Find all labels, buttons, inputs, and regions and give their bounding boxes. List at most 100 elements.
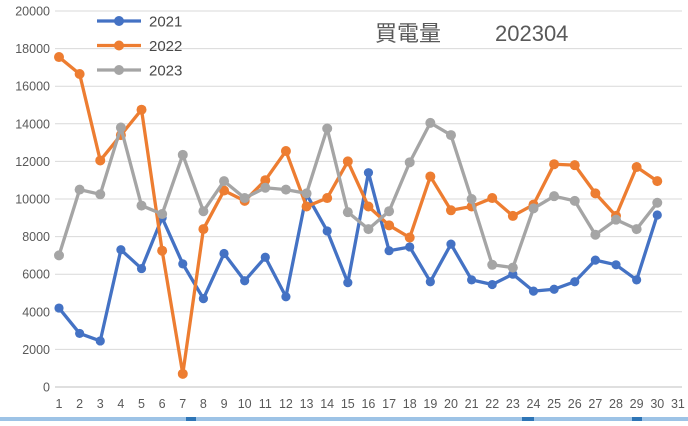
x-tick-label: 10 xyxy=(238,397,252,411)
data-point-marker-2021 xyxy=(590,255,600,265)
data-point-marker-2023 xyxy=(136,200,147,211)
series-layer xyxy=(54,52,663,379)
x-tick-label: 14 xyxy=(320,397,334,411)
data-point-marker-2023 xyxy=(342,207,353,218)
y-tick-label: 14000 xyxy=(15,117,50,131)
data-point-marker-2023 xyxy=(466,194,477,204)
data-point-marker-2021 xyxy=(467,275,477,285)
legend-item-label: 2021 xyxy=(149,14,182,31)
data-point-marker-2021 xyxy=(136,263,147,274)
data-point-marker-2022 xyxy=(177,368,188,379)
x-tick-label: 21 xyxy=(465,397,479,411)
data-point-marker-2023 xyxy=(487,259,498,270)
y-tick-label: 4000 xyxy=(22,305,50,319)
legend-marker-icon xyxy=(114,65,124,75)
chart-title-cn: 買電量 xyxy=(375,21,441,46)
data-point-marker-2022 xyxy=(95,155,106,166)
y-tick-label: 12000 xyxy=(15,155,50,169)
x-tick-label: 28 xyxy=(609,397,623,411)
data-point-marker-2021 xyxy=(75,328,85,339)
x-tick-label: 27 xyxy=(588,397,602,411)
x-tick-label: 2 xyxy=(76,397,83,411)
x-tick-label: 15 xyxy=(341,397,355,411)
x-tick-label: 5 xyxy=(138,397,145,411)
data-point-marker-2021 xyxy=(405,242,415,252)
x-tick-label: 24 xyxy=(527,397,541,411)
data-point-marker-2023 xyxy=(95,189,106,200)
x-tick-label: 11 xyxy=(259,397,272,411)
data-point-marker-2022 xyxy=(363,201,374,212)
data-point-marker-2023 xyxy=(445,130,456,141)
data-point-marker-2023 xyxy=(157,209,168,220)
x-tick-label: 4 xyxy=(117,397,124,411)
data-point-marker-2022 xyxy=(425,171,436,182)
legend-item-label: 2022 xyxy=(149,38,182,55)
x-tick-label: 19 xyxy=(423,397,437,411)
data-point-marker-2023 xyxy=(363,224,374,235)
data-point-marker-2022 xyxy=(487,193,498,204)
data-point-marker-2021 xyxy=(570,277,580,287)
data-point-marker-2022 xyxy=(549,159,560,170)
data-point-marker-2021 xyxy=(425,277,435,287)
data-point-marker-2021 xyxy=(652,210,662,220)
legend-marker-icon xyxy=(114,40,124,51)
x-tick-label: 7 xyxy=(179,397,186,411)
y-tick-label: 20000 xyxy=(15,5,50,19)
y-tick-label: 10000 xyxy=(15,193,50,207)
y-tick-label: 0 xyxy=(43,381,50,395)
data-point-marker-2021 xyxy=(632,275,642,285)
data-point-marker-2023 xyxy=(590,229,601,240)
x-tick-label: 1 xyxy=(56,397,63,411)
data-point-marker-2023 xyxy=(301,188,312,199)
y-tick-label: 8000 xyxy=(22,230,50,244)
x-tick-label: 23 xyxy=(506,397,520,411)
data-point-marker-2021 xyxy=(116,245,126,255)
data-point-marker-2023 xyxy=(177,149,188,160)
data-point-marker-2023 xyxy=(74,184,85,195)
data-point-marker-2021 xyxy=(54,303,64,313)
data-point-marker-2022 xyxy=(280,146,291,157)
data-point-marker-2023 xyxy=(569,195,580,206)
data-point-marker-2021 xyxy=(240,276,250,286)
data-point-marker-2022 xyxy=(569,160,580,171)
chart-title: 買電量 202304 xyxy=(375,21,568,46)
y-tick-label: 2000 xyxy=(22,343,50,357)
data-point-marker-2021 xyxy=(322,226,332,236)
data-point-marker-2021 xyxy=(363,168,374,178)
data-point-marker-2023 xyxy=(322,123,333,134)
x-tick-label: 3 xyxy=(97,397,104,411)
y-tick-label: 6000 xyxy=(22,268,50,282)
data-point-marker-2022 xyxy=(631,162,642,173)
data-point-marker-2023 xyxy=(260,182,271,193)
data-point-marker-2023 xyxy=(611,214,622,225)
bottom-edge-bar xyxy=(0,417,688,421)
bottom-bar-notch xyxy=(632,417,642,421)
data-point-marker-2022 xyxy=(652,176,663,187)
x-tick-label: 31 xyxy=(671,397,685,411)
x-tick-label: 16 xyxy=(361,397,375,411)
chart-title-code: 202304 xyxy=(495,21,568,46)
data-point-marker-2021 xyxy=(446,239,456,249)
data-point-marker-2023 xyxy=(239,193,250,204)
data-point-marker-2021 xyxy=(95,336,105,346)
x-tick-label: 6 xyxy=(159,397,166,411)
x-tick-label: 20 xyxy=(444,397,458,411)
data-point-marker-2023 xyxy=(115,122,126,133)
data-point-marker-2023 xyxy=(549,191,560,202)
data-point-marker-2022 xyxy=(260,175,271,186)
tick-layer: 0 2000 4000 6000 8000 10000 12000 14000 16000 180… xyxy=(15,5,685,412)
legend-item-label: 2023 xyxy=(149,63,182,80)
data-point-marker-2021 xyxy=(260,252,270,262)
legend-item-2022: 2022 xyxy=(97,38,182,55)
data-point-marker-2021 xyxy=(549,284,559,294)
data-point-marker-2022 xyxy=(74,68,85,79)
data-point-marker-2021 xyxy=(611,260,621,270)
series-line-2022 xyxy=(57,55,659,376)
x-tick-label: 30 xyxy=(650,397,664,411)
data-point-marker-2022 xyxy=(54,52,64,63)
data-point-marker-2022 xyxy=(157,245,168,256)
data-point-marker-2023 xyxy=(425,117,436,128)
data-point-marker-2021 xyxy=(384,246,394,256)
data-point-marker-2022 xyxy=(219,185,230,196)
data-point-marker-2022 xyxy=(507,210,518,221)
